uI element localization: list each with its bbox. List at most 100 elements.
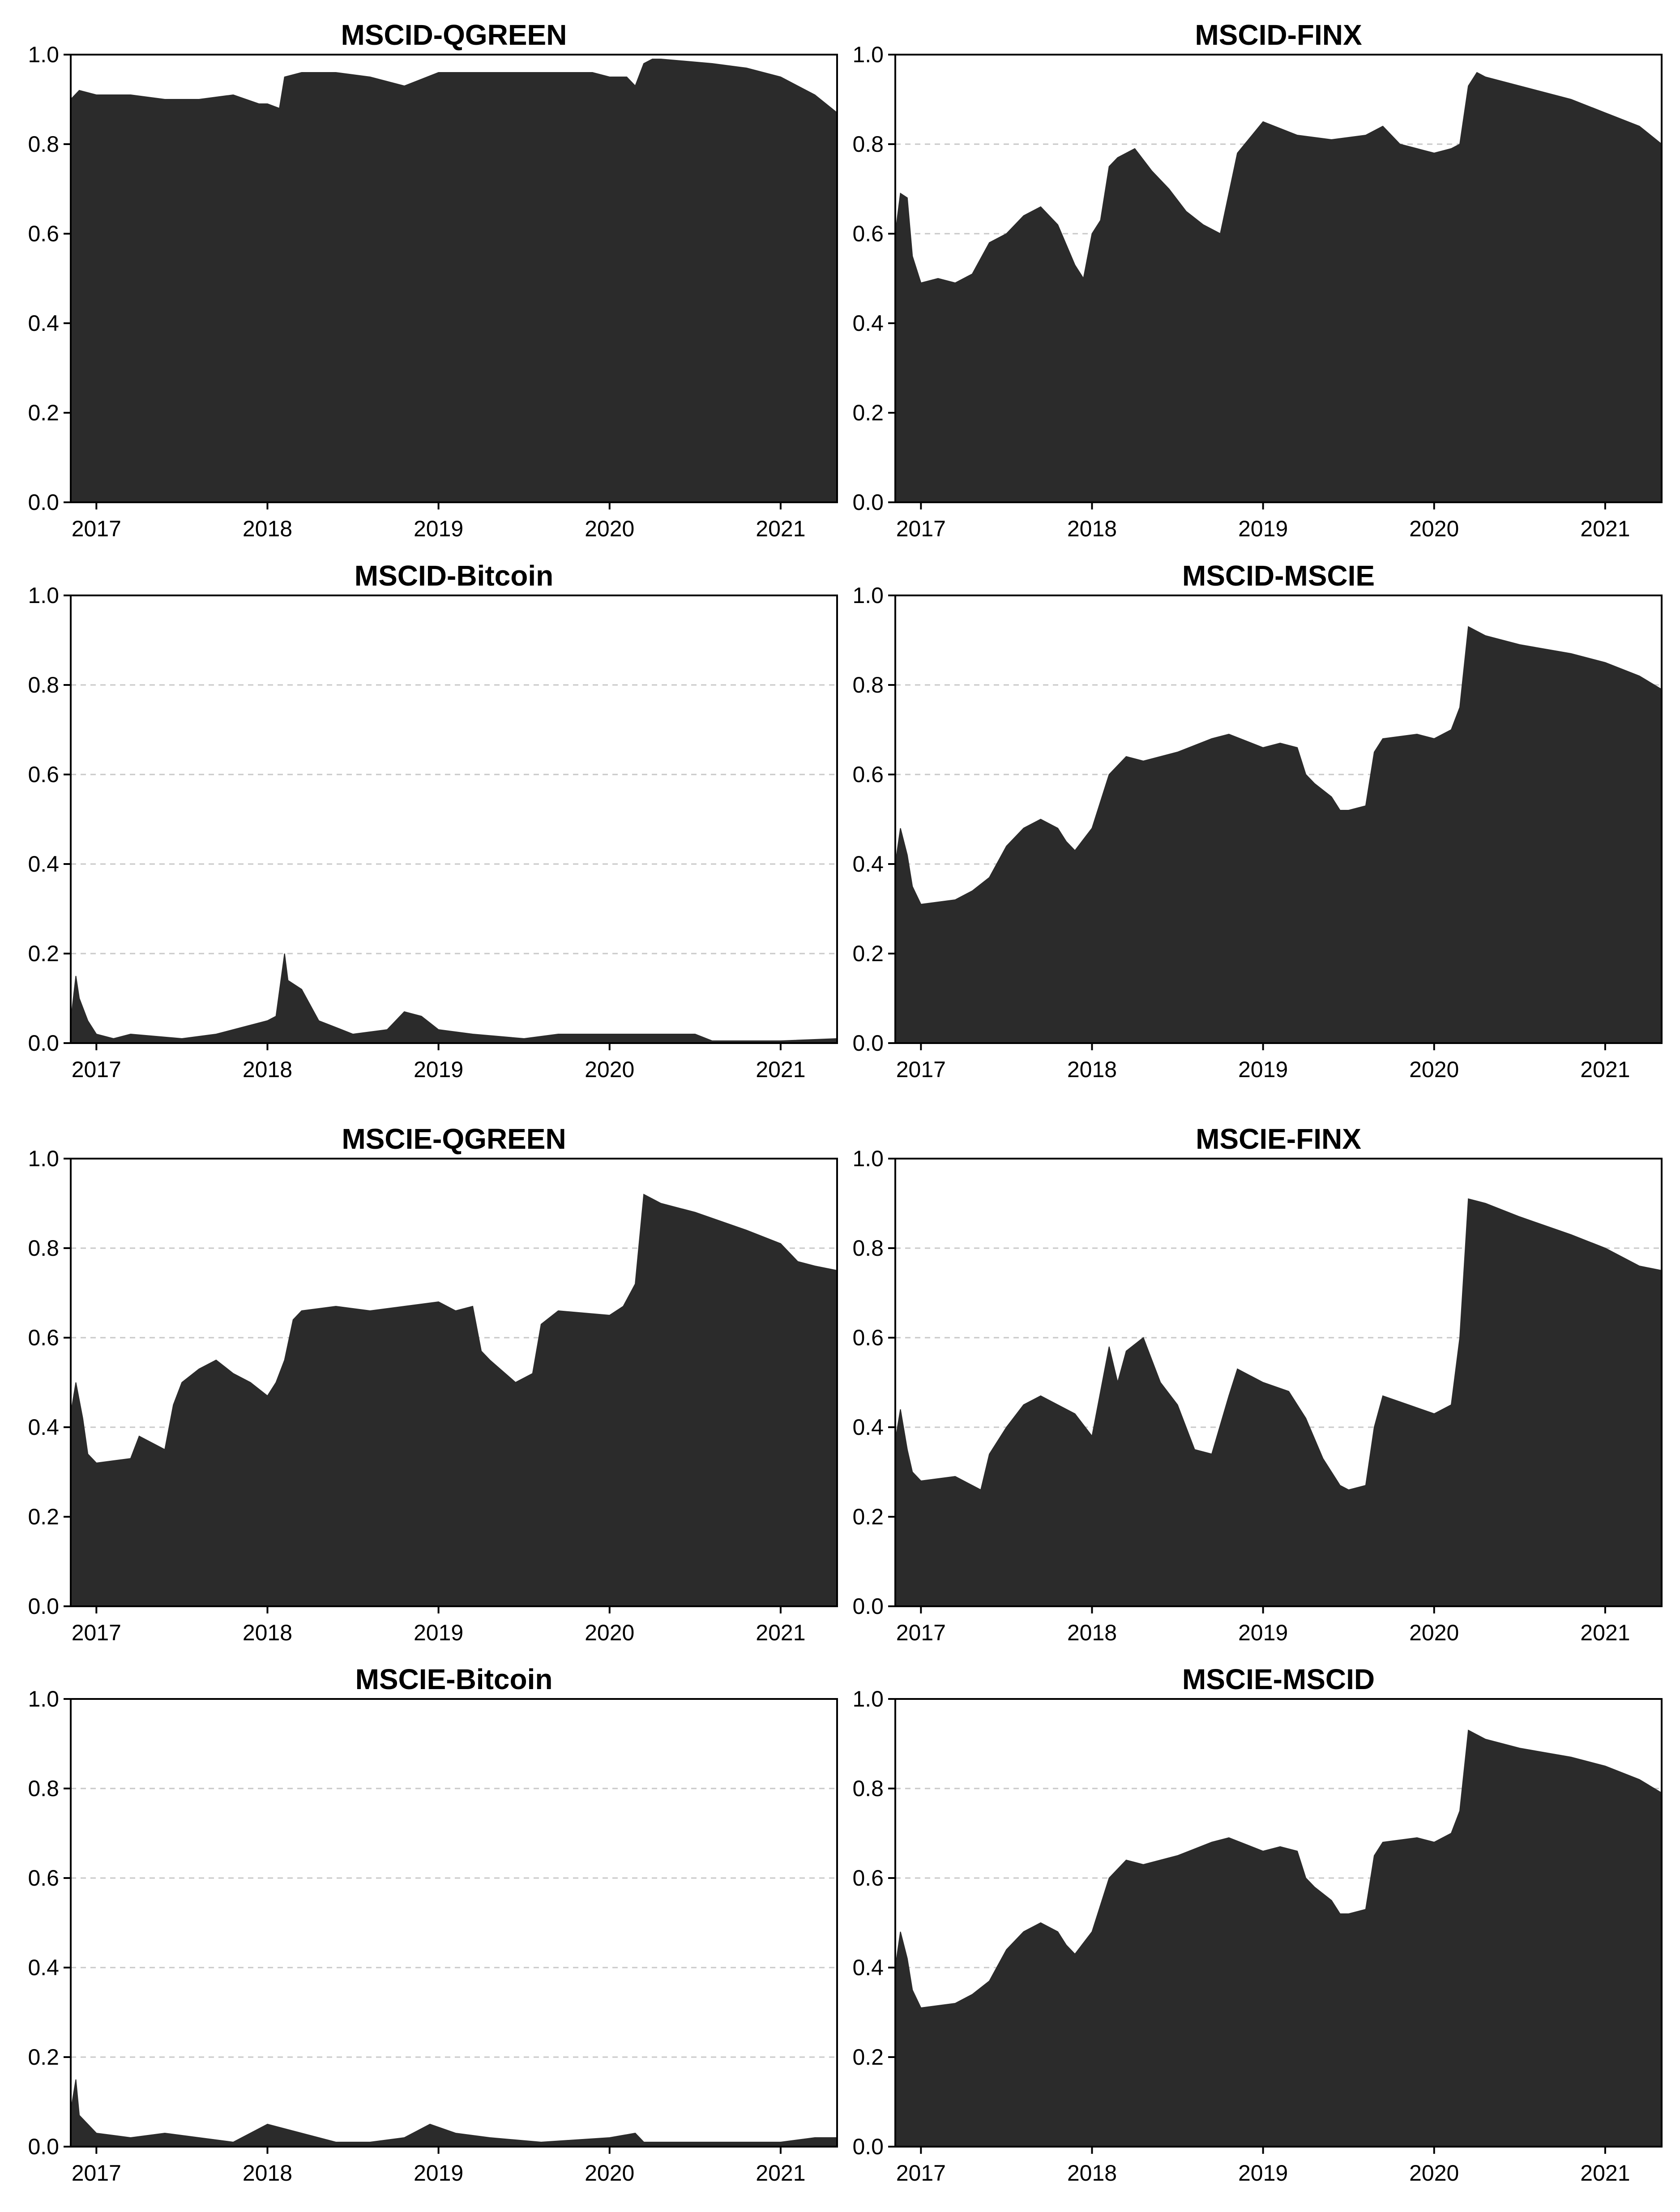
series-area <box>895 72 1662 503</box>
y-tick-label: 0.4 <box>852 1955 884 1980</box>
x-tick-label: 2017 <box>72 1057 121 1082</box>
x-tick-label: 2019 <box>1238 516 1288 541</box>
x-tick-label: 2020 <box>585 1620 634 1645</box>
y-tick-label: 0.4 <box>852 851 884 877</box>
x-tick-label: 2021 <box>1580 1057 1630 1082</box>
x-tick-label: 2018 <box>1067 1620 1117 1645</box>
y-tick-label: 0.6 <box>852 1865 884 1891</box>
plot-frame <box>70 595 838 1044</box>
x-tick-label: 2020 <box>1409 2161 1459 2186</box>
y-tick-label: 0.4 <box>852 311 884 336</box>
x-tick-label: 2018 <box>243 2161 292 2186</box>
y-tick-label: 0.0 <box>28 1031 59 1056</box>
x-tick-label: 2018 <box>1067 2161 1117 2186</box>
x-tick-label: 2021 <box>756 2161 805 2186</box>
x-tick-label: 2017 <box>896 2161 946 2186</box>
series-area <box>70 1194 838 1607</box>
y-tick-label: 0.0 <box>28 1594 59 1619</box>
x-tick-label: 2019 <box>1238 2161 1288 2186</box>
y-tick-label: 0.2 <box>28 400 59 425</box>
x-tick-label: 2021 <box>1580 1620 1630 1645</box>
y-tick-label: 0.8 <box>852 1236 884 1261</box>
y-tick-label: 1.0 <box>852 1146 884 1171</box>
plot-frame <box>894 1158 1663 1607</box>
y-tick-label: 0.4 <box>28 311 59 336</box>
x-tick-label: 2021 <box>756 516 805 541</box>
x-tick-label: 2017 <box>72 516 121 541</box>
y-tick-label: 0.6 <box>852 1325 884 1350</box>
y-tick-label: 1.0 <box>852 583 884 608</box>
y-tick-label: 0.4 <box>852 1415 884 1440</box>
x-tick-label: 2020 <box>585 1057 634 1082</box>
chart-title: MSCID-QGREEN <box>341 19 567 51</box>
y-tick-label: 0.6 <box>852 221 884 246</box>
series-area <box>895 626 1662 1044</box>
plot-frame <box>70 1158 838 1607</box>
plot-frame <box>894 54 1663 503</box>
series-area <box>895 1198 1662 1607</box>
x-tick-label: 2018 <box>1067 1057 1117 1082</box>
y-tick-label: 1.0 <box>28 42 59 67</box>
x-tick-label: 2019 <box>414 2161 463 2186</box>
plot-frame <box>894 1698 1663 2148</box>
x-tick-label: 2019 <box>1238 1620 1288 1645</box>
x-tick-label: 2018 <box>243 516 292 541</box>
chart-panel: MSCID-FINX 0.0 0.2 0.4 0.6 0.8 1.0 2017 2018 2019… <box>852 19 1663 541</box>
y-tick-label: 0.2 <box>28 2045 59 2070</box>
x-tick-label: 2017 <box>72 2161 121 2186</box>
chart-panel: MSCIE-QGREEN 0.0 0.2 0.4 0.6 0.8 1.0 2017 2018 20… <box>28 1123 838 1645</box>
chart-panel: MSCID-MSCIE 0.0 0.2 0.4 0.6 0.8 1.0 2017 2018 201… <box>852 560 1663 1082</box>
y-tick-label: 0.0 <box>852 1594 884 1619</box>
chart-panel: MSCIE-MSCID 0.0 0.2 0.4 0.6 0.8 1.0 2017 2018 201… <box>852 1663 1663 2186</box>
y-tick-label: 0.8 <box>28 672 59 697</box>
series-area <box>70 953 838 1044</box>
y-tick-label: 0.0 <box>28 490 59 515</box>
x-tick-label: 2020 <box>1409 1057 1459 1082</box>
y-tick-label: 0.2 <box>852 941 884 966</box>
x-tick-label: 2017 <box>72 1620 121 1645</box>
y-tick-label: 1.0 <box>28 1146 59 1171</box>
y-tick-label: 0.2 <box>852 400 884 425</box>
x-tick-label: 2020 <box>585 2161 634 2186</box>
y-tick-label: 0.8 <box>852 132 884 157</box>
x-tick-label: 2019 <box>1238 1057 1288 1082</box>
y-tick-label: 1.0 <box>28 583 59 608</box>
y-tick-label: 1.0 <box>852 1686 884 1711</box>
y-tick-label: 0.2 <box>852 1504 884 1529</box>
y-tick-label: 0.0 <box>852 2134 884 2159</box>
series-area <box>895 1729 1662 2147</box>
y-tick-label: 0.0 <box>852 490 884 515</box>
y-tick-label: 0.4 <box>28 1955 59 1980</box>
plot-frame <box>894 595 1663 1044</box>
x-tick-label: 2017 <box>896 1057 946 1082</box>
chart-title: MSCID-FINX <box>1195 19 1362 51</box>
y-tick-label: 0.6 <box>28 221 59 246</box>
x-tick-label: 2017 <box>896 516 946 541</box>
x-tick-label: 2018 <box>1067 516 1117 541</box>
y-tick-label: 0.8 <box>852 672 884 697</box>
y-tick-label: 0.0 <box>28 2134 59 2159</box>
chart-title: MSCIE-QGREEN <box>342 1123 566 1155</box>
y-tick-label: 0.6 <box>28 762 59 787</box>
chart-title: MSCIE-FINX <box>1196 1123 1361 1155</box>
series-area <box>70 59 838 503</box>
x-tick-label: 2019 <box>414 1057 463 1082</box>
y-tick-label: 0.2 <box>852 2045 884 2070</box>
x-tick-label: 2017 <box>896 1620 946 1645</box>
y-tick-label: 0.8 <box>852 1776 884 1801</box>
chart-panel: MSCID-QGREEN 0.0 0.2 0.4 0.6 0.8 1.0 2017 2018 20… <box>28 19 838 541</box>
y-tick-label: 1.0 <box>28 1686 59 1711</box>
x-tick-label: 2021 <box>1580 2161 1630 2186</box>
x-tick-label: 2021 <box>756 1057 805 1082</box>
y-tick-label: 0.8 <box>28 1236 59 1261</box>
y-tick-label: 1.0 <box>852 42 884 67</box>
y-tick-label: 0.2 <box>28 1504 59 1529</box>
y-tick-label: 0.4 <box>28 851 59 877</box>
x-tick-label: 2018 <box>243 1057 292 1082</box>
y-tick-label: 0.0 <box>852 1031 884 1056</box>
y-tick-label: 0.6 <box>28 1325 59 1350</box>
x-tick-label: 2019 <box>414 516 463 541</box>
series-area <box>70 2079 838 2147</box>
plot-frame <box>70 54 838 503</box>
